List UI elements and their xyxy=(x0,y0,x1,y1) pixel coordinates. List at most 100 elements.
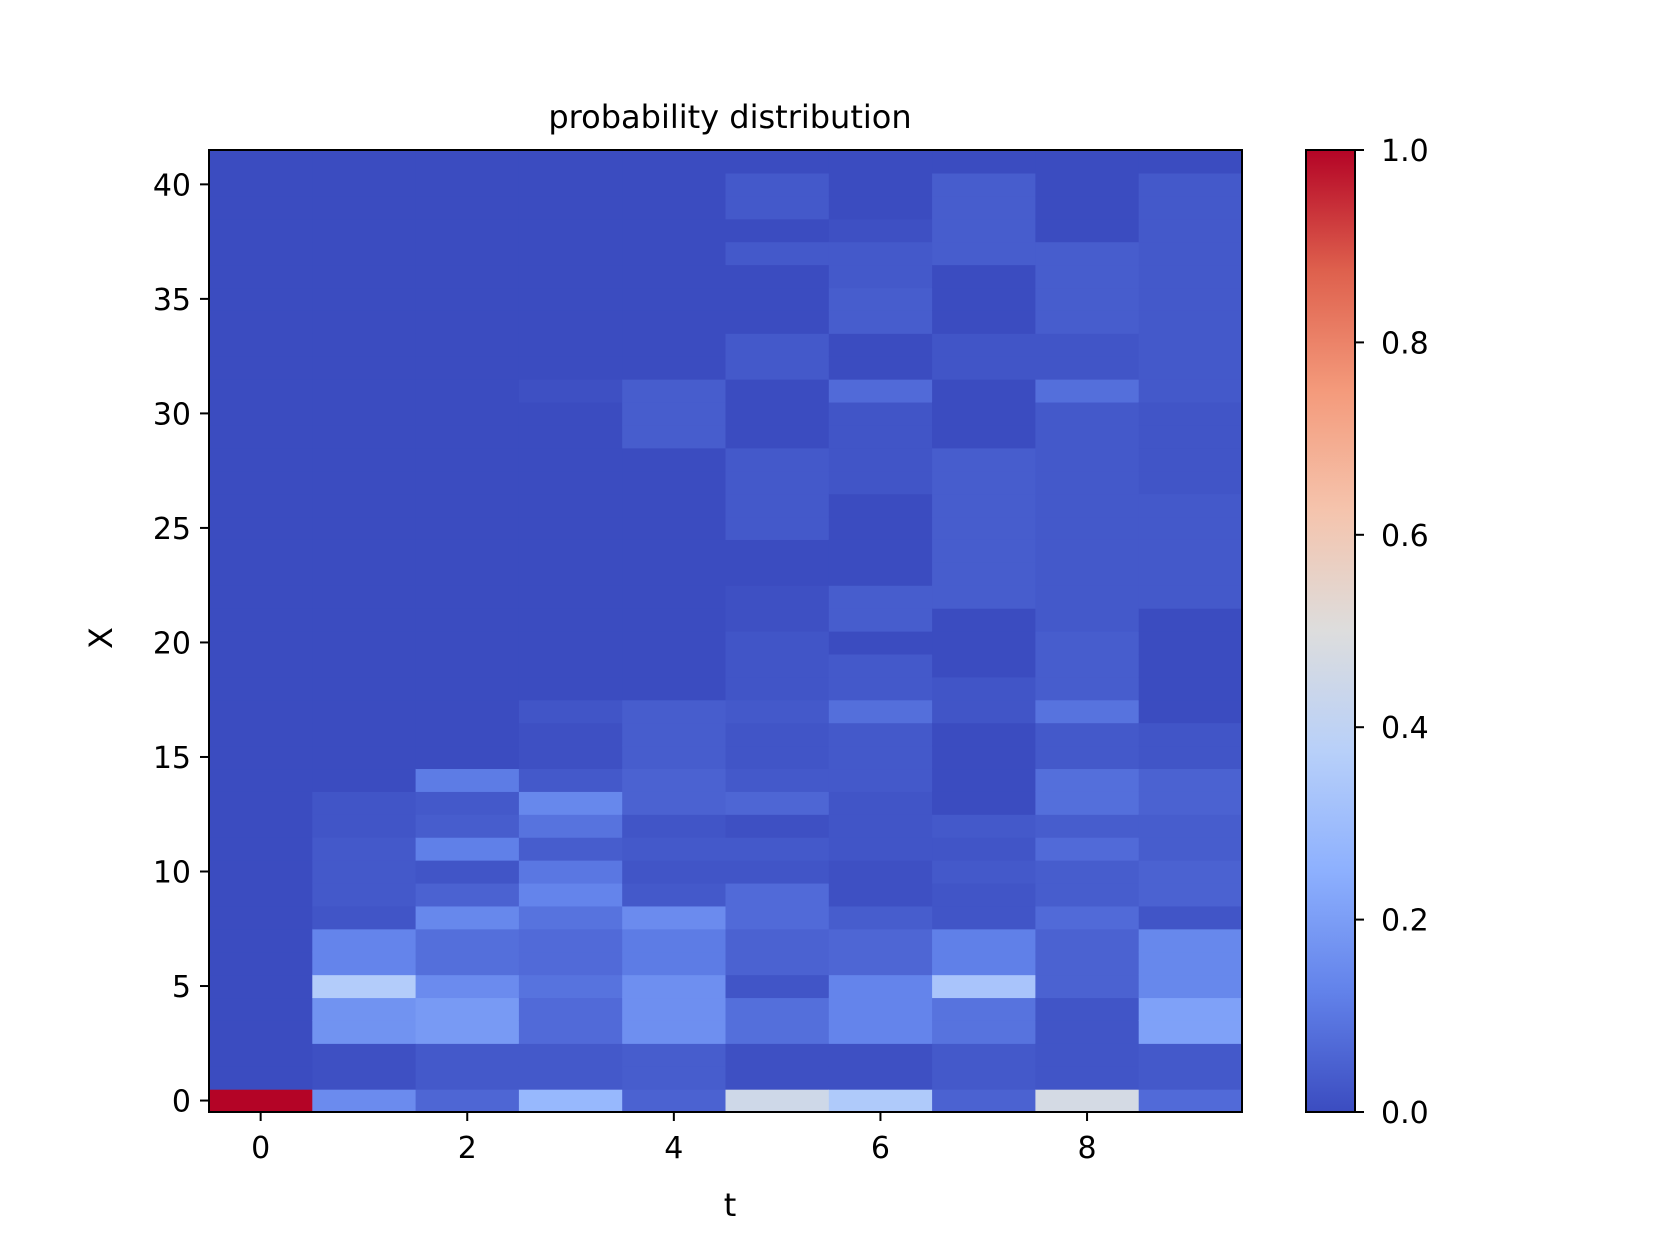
heatmap-cells xyxy=(209,150,1242,1112)
y-tick-label: 0 xyxy=(172,1085,191,1120)
heatmap-cell xyxy=(932,333,1036,357)
heatmap-cell xyxy=(932,585,1036,609)
heatmap-cell xyxy=(518,951,623,976)
heatmap-cell xyxy=(415,218,520,243)
heatmap-cell xyxy=(932,195,1036,220)
heatmap-cell xyxy=(312,401,417,426)
heatmap-cell xyxy=(1138,172,1242,197)
heatmap-cell xyxy=(415,997,520,1021)
heatmap-cell xyxy=(1035,1089,1140,1112)
heatmap-cell xyxy=(415,470,520,495)
heatmap-cell xyxy=(828,333,933,357)
x-tick-label: 4 xyxy=(664,1131,683,1166)
heatmap-cell xyxy=(312,241,417,266)
heatmap-cell xyxy=(725,768,830,792)
heatmap-cell xyxy=(622,401,727,426)
heatmap-cell xyxy=(1138,1089,1242,1112)
heatmap-cell xyxy=(312,333,417,357)
heatmap-cell xyxy=(209,837,313,861)
heatmap-cell xyxy=(828,562,933,586)
heatmap-cell xyxy=(312,310,417,334)
heatmap-cell xyxy=(828,1066,933,1090)
heatmap-cell xyxy=(828,516,933,540)
heatmap-cell xyxy=(518,882,623,907)
heatmap-cell xyxy=(518,974,623,999)
heatmap-cell xyxy=(932,608,1036,632)
heatmap-cell xyxy=(209,722,313,747)
heatmap-cell xyxy=(415,562,520,586)
heatmap-cell xyxy=(415,1089,520,1112)
heatmap-cell xyxy=(1138,516,1242,540)
heatmap-cell xyxy=(1138,837,1242,861)
heatmap-cell xyxy=(415,1020,520,1044)
heatmap-cell xyxy=(932,791,1036,815)
heatmap-cell xyxy=(932,172,1036,197)
heatmap-cell xyxy=(932,470,1036,495)
heatmap-cell xyxy=(725,195,830,220)
heatmap-cell xyxy=(1138,814,1242,838)
heatmap-cell xyxy=(1035,241,1140,266)
heatmap-cell xyxy=(312,997,417,1021)
heatmap-cell xyxy=(518,699,623,724)
heatmap-cell xyxy=(725,470,830,495)
heatmap-cell xyxy=(1035,608,1140,632)
heatmap-cell xyxy=(209,218,313,243)
heatmap-cell xyxy=(1035,356,1140,380)
colorbar-frame xyxy=(1305,149,1356,1113)
heatmap-cell xyxy=(312,356,417,380)
heatmap-cell xyxy=(1035,1020,1140,1044)
heatmap-cell xyxy=(209,1043,313,1067)
heatmap-cell xyxy=(518,539,623,563)
heatmap-cell xyxy=(209,264,313,289)
heatmap-cell xyxy=(415,310,520,334)
heatmap-cell xyxy=(209,905,313,930)
heatmap-cell xyxy=(1035,310,1140,334)
heatmap-cell xyxy=(622,676,727,701)
heatmap-cell xyxy=(828,608,933,632)
heatmap-cell xyxy=(209,1020,313,1044)
heatmap-cell xyxy=(932,1043,1036,1067)
heatmap-cell xyxy=(209,401,313,426)
colorbar xyxy=(1306,150,1355,1112)
heatmap-cell xyxy=(932,310,1036,334)
heatmap-cell xyxy=(1138,745,1242,770)
heatmap-cell xyxy=(932,951,1036,976)
x-axis-label: t xyxy=(724,1186,737,1224)
heatmap-cell xyxy=(1138,974,1242,999)
heatmap-cell xyxy=(622,218,727,243)
heatmap-cell xyxy=(1138,1043,1242,1067)
heatmap-cell xyxy=(312,905,417,930)
heatmap-cell xyxy=(209,860,313,884)
heatmap-cell xyxy=(312,172,417,197)
heatmap-cell xyxy=(518,424,623,449)
heatmap-cell xyxy=(415,241,520,266)
heatmap-cell xyxy=(725,516,830,540)
y-tick-label: 15 xyxy=(153,741,191,776)
heatmap-cell xyxy=(725,539,830,563)
heatmap-cell xyxy=(725,608,830,632)
heatmap-cell xyxy=(1138,791,1242,815)
heatmap-cell xyxy=(725,264,830,289)
heatmap-cell xyxy=(312,1043,417,1067)
chart-title: probability distribution xyxy=(548,98,911,136)
heatmap-cell xyxy=(1138,241,1242,266)
heatmap-cell xyxy=(415,951,520,976)
heatmap-cell xyxy=(415,493,520,518)
heatmap-cell xyxy=(209,882,313,907)
heatmap-cell xyxy=(725,882,830,907)
heatmap-cell xyxy=(312,951,417,976)
heatmap-cell xyxy=(209,516,313,540)
heatmap-cell xyxy=(209,928,313,953)
heatmap-cell xyxy=(828,814,933,838)
heatmap-cell xyxy=(1035,401,1140,426)
heatmap-cell xyxy=(1138,768,1242,792)
heatmap-cell xyxy=(1138,1066,1242,1090)
heatmap-cell xyxy=(828,653,933,678)
heatmap-cell xyxy=(415,1066,520,1090)
heatmap-cell xyxy=(312,264,417,289)
heatmap-cell xyxy=(518,860,623,884)
heatmap-cell xyxy=(725,951,830,976)
heatmap-cell xyxy=(932,837,1036,861)
heatmap-cell xyxy=(209,676,313,701)
heatmap-cell xyxy=(932,1020,1036,1044)
